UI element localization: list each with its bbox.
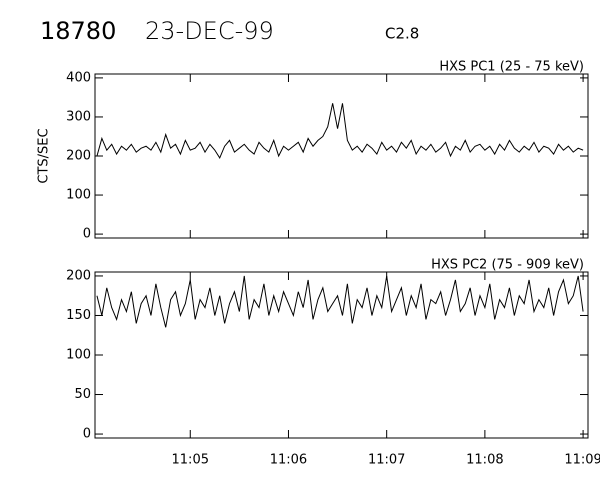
x-tick-label: 11:08 (466, 453, 503, 468)
panel-title: HXS PC1 (25 - 75 keV) (439, 60, 584, 75)
data-line (96, 275, 584, 328)
y-tick-label: 150 (66, 308, 91, 323)
plot-frame (94, 271, 589, 439)
y-tick-label: 300 (66, 109, 91, 124)
event-number: 18780 (40, 17, 116, 45)
y-tick-label: 0 (83, 427, 91, 442)
y-tick-label: 50 (74, 387, 91, 402)
y-tick-label: 400 (66, 70, 91, 85)
x-tick-label: 11:05 (172, 453, 209, 468)
y-tick-label: 200 (66, 268, 91, 283)
panel-title: HXS PC2 (75 - 909 keV) (431, 258, 584, 273)
y-tick-label: 0 (83, 227, 91, 242)
date: 23-DEC-99 (145, 17, 274, 45)
data-line (96, 103, 584, 160)
x-tick-label: 11:09 (564, 453, 600, 468)
y-tick-label: 100 (66, 188, 91, 203)
y-tick-label: 200 (66, 149, 91, 164)
plot-frame (94, 73, 589, 239)
y-axis-label: CTS/SEC (37, 128, 52, 183)
y-tick-label: 100 (66, 348, 91, 363)
x-tick-label: 11:07 (368, 453, 405, 468)
x-tick-label: 11:06 (270, 453, 307, 468)
flare-class: C2.8 (385, 25, 419, 43)
